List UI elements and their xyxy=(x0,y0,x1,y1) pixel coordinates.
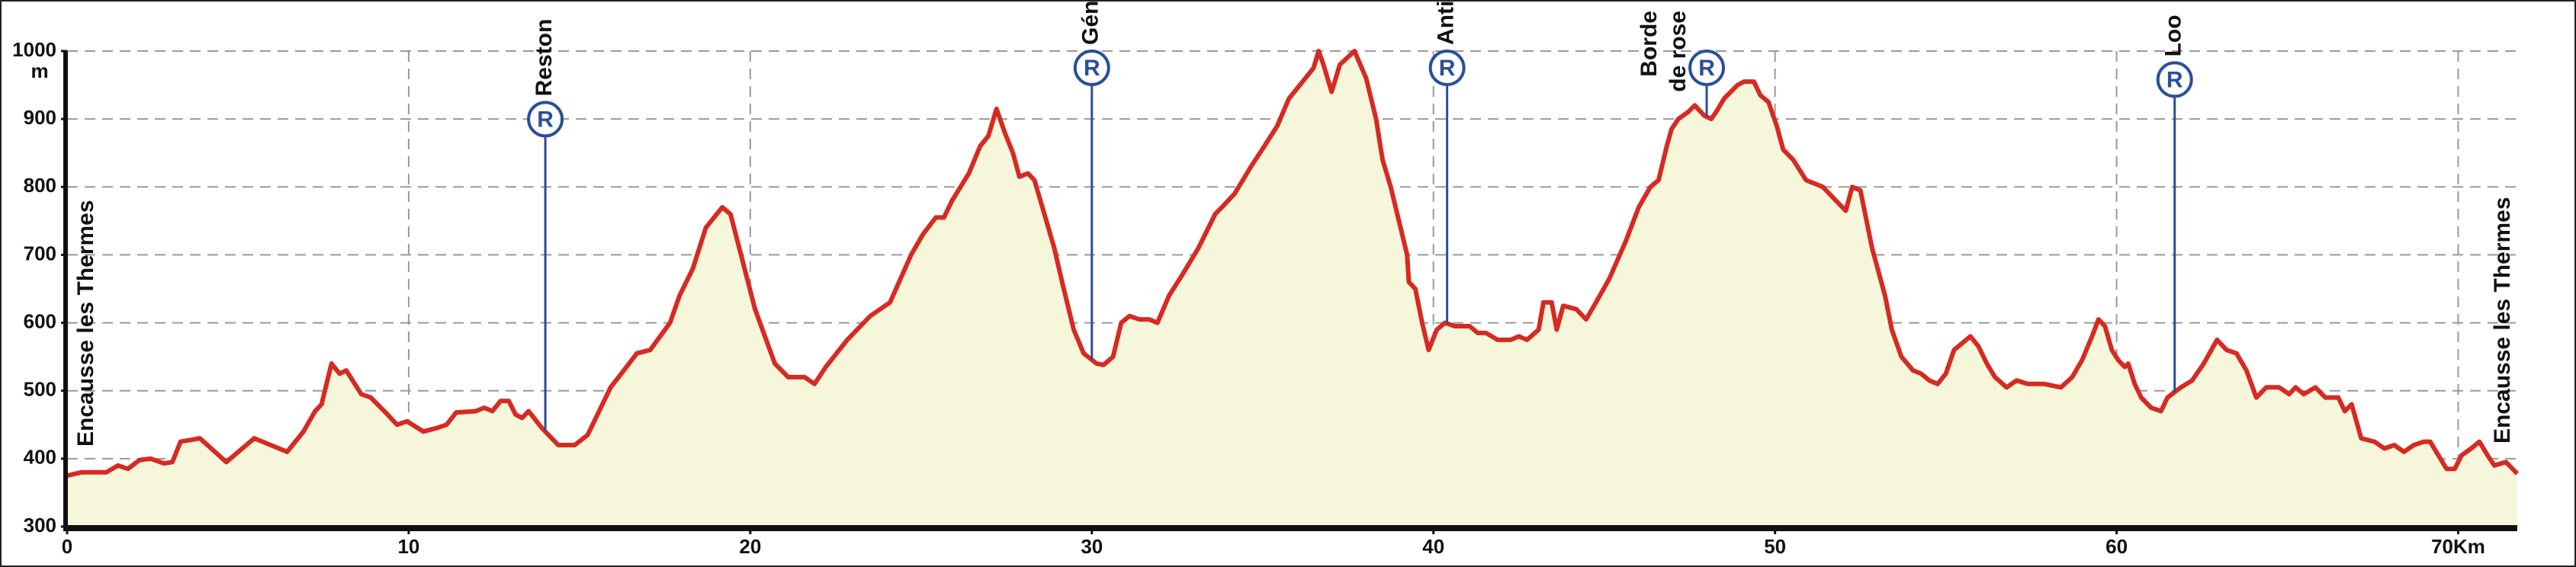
y-tick-label: 400 xyxy=(24,446,56,469)
x-tick-label: 10 xyxy=(397,535,419,558)
waypoint-label: Reston xyxy=(532,19,557,97)
y-tick-label: 700 xyxy=(24,242,56,264)
x-tick-label: 60 xyxy=(2105,535,2128,558)
waypoint-symbol: R xyxy=(2166,67,2183,92)
y-unit: m xyxy=(31,59,48,82)
y-tick-label: 500 xyxy=(24,378,56,401)
y-tick-label: 300 xyxy=(24,514,56,537)
waypoint-symbol: R xyxy=(1439,56,1456,81)
y-tick-label: 900 xyxy=(24,106,56,129)
start-label: Encausse les Thermes xyxy=(73,200,98,447)
x-tick-label: 40 xyxy=(1422,535,1444,558)
elevation-area xyxy=(67,51,2517,527)
waypoint-marker xyxy=(1688,50,1726,86)
x-tick-label: 50 xyxy=(1764,535,1786,558)
y-tick-label: 1000 xyxy=(12,38,56,61)
waypoint-symbol: R xyxy=(1698,56,1715,81)
waypoint-symbol: R xyxy=(537,107,554,132)
waypoint-label: Loo xyxy=(2161,14,2186,56)
y-tick-label: 800 xyxy=(24,174,56,197)
waypoint-marker xyxy=(1428,50,1466,86)
y-tick-label: 600 xyxy=(24,309,56,332)
waypoint-symbol: R xyxy=(1084,56,1100,81)
elevation-line xyxy=(66,49,2520,479)
waypoint-marker xyxy=(1073,50,1110,86)
end-label: Encausse les Thermes xyxy=(2490,197,2515,444)
x-tick-label: 70Km xyxy=(2431,535,2485,558)
waypoint-label: Génos xyxy=(1078,0,1103,45)
axes xyxy=(61,50,2517,534)
waypoint-label: Antichan xyxy=(1434,0,1459,45)
x-tick-label: 0 xyxy=(62,535,72,558)
x-tick-label: 20 xyxy=(739,535,761,558)
waypoint-label: Borde xyxy=(1636,11,1662,77)
waypoint-label: de rose xyxy=(1665,11,1691,92)
waypoint-marker xyxy=(527,101,564,138)
waypoint-marker xyxy=(2156,61,2193,98)
plot xyxy=(66,49,2520,527)
x-tick-label: 30 xyxy=(1081,535,1103,558)
